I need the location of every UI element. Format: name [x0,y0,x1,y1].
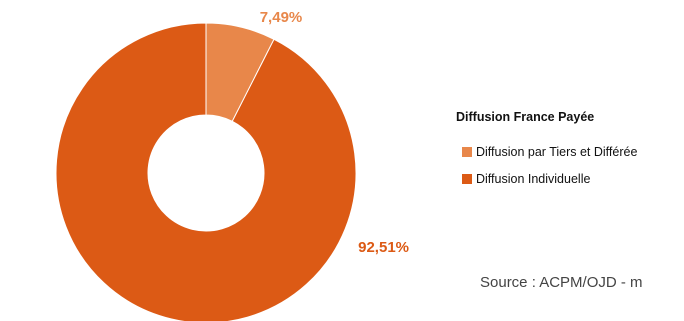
data-label-diffusion-individuelle: 92,51% [358,239,409,256]
legend-swatch-diffusion-individuelle [462,174,472,184]
legend-title: Diffusion France Payée [456,110,595,124]
donut-chart: 7,49% 92,51% [55,9,409,321]
legend-item-diffusion-individuelle[interactable]: Diffusion Individuelle [456,171,684,187]
slice-diffusion-individuelle[interactable] [55,22,357,321]
legend: Diffusion France Payée Diffusion par Tie… [456,110,684,198]
legend-label-diffusion-individuelle: Diffusion Individuelle [476,172,591,186]
data-label-diffusion-par-tiers: 7,49% [260,9,303,26]
legend-swatch-diffusion-par-tiers [462,147,472,157]
legend-item-diffusion-par-tiers[interactable]: Diffusion par Tiers et Différée [456,144,684,160]
source-note: Source : ACPM/OJD - m [480,274,643,291]
legend-label-diffusion-par-tiers: Diffusion par Tiers et Différée [476,145,638,159]
